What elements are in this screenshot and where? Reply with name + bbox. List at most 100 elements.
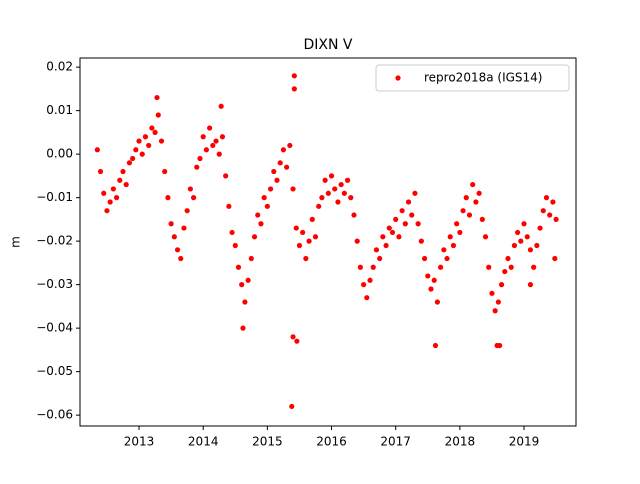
data-point	[344, 177, 351, 183]
y-tick-label: 0.00	[46, 147, 73, 161]
x-tick-label: 2019	[509, 435, 540, 449]
y-tick-label: 0.02	[46, 60, 73, 74]
data-point	[200, 134, 206, 140]
data-point	[251, 234, 258, 240]
data-point	[133, 147, 139, 153]
legend-label: repro2018a (IGS14)	[424, 71, 542, 85]
data-point	[444, 255, 450, 262]
data-point	[447, 234, 453, 240]
data-point	[203, 147, 210, 153]
data-point	[348, 195, 354, 201]
data-point	[489, 290, 495, 296]
data-point	[139, 151, 145, 157]
data-point	[149, 125, 155, 131]
data-point	[190, 195, 197, 201]
legend-box	[375, 64, 570, 92]
data-point	[258, 221, 264, 227]
data-point	[123, 181, 129, 188]
data-point	[284, 164, 290, 170]
y-tick-label: −0.02	[36, 234, 73, 248]
data-point	[434, 299, 441, 305]
data-point	[294, 338, 300, 344]
data-point	[511, 242, 518, 249]
data-point	[277, 160, 283, 166]
data-point	[409, 212, 415, 218]
data-point	[373, 247, 380, 253]
data-point	[486, 264, 492, 270]
data-point	[335, 199, 341, 205]
data-point	[495, 299, 501, 305]
data-point	[418, 238, 424, 244]
data-point	[438, 264, 444, 270]
data-point	[154, 94, 160, 101]
data-point	[428, 286, 434, 292]
x-tick-label: 2018	[445, 435, 476, 449]
data-point	[239, 282, 245, 288]
data-point	[361, 282, 367, 288]
data-point	[380, 234, 386, 240]
data-point	[248, 255, 254, 262]
data-point	[306, 238, 312, 244]
x-tick-label: 2013	[124, 435, 155, 449]
y-tick-label: −0.01	[36, 190, 73, 204]
data-point	[94, 147, 100, 153]
data-point	[543, 195, 550, 201]
data-point	[354, 238, 360, 244]
y-tick-label: 0.01	[46, 103, 73, 117]
data-point	[290, 334, 296, 340]
data-point	[296, 242, 303, 249]
data-point	[515, 229, 521, 236]
data-point	[421, 255, 428, 262]
data-point	[332, 186, 338, 192]
data-point	[290, 186, 296, 192]
y-tick-label: −0.05	[36, 364, 73, 378]
data-point	[223, 173, 229, 179]
data-point	[152, 129, 158, 135]
data-point	[497, 342, 503, 349]
data-point	[240, 325, 246, 331]
data-point	[97, 168, 104, 175]
data-point	[101, 190, 107, 196]
data-point	[547, 212, 553, 218]
data-point	[155, 112, 161, 118]
data-point	[402, 221, 408, 227]
legend-marker	[395, 75, 401, 81]
data-point	[303, 255, 309, 262]
data-point	[524, 234, 530, 240]
data-point	[291, 73, 297, 79]
data-point	[463, 195, 469, 201]
data-point	[117, 177, 123, 183]
x-tick-label: 2016	[316, 435, 347, 449]
data-point	[492, 308, 498, 314]
data-point	[207, 125, 213, 131]
data-point	[457, 229, 463, 236]
data-point	[322, 177, 328, 183]
data-point	[531, 264, 537, 270]
data-point	[527, 282, 534, 288]
data-point	[245, 277, 251, 283]
data-point	[518, 238, 524, 244]
data-point	[181, 225, 187, 231]
data-point	[508, 264, 514, 270]
data-point	[229, 229, 235, 236]
data-point	[432, 342, 439, 349]
data-point	[441, 247, 447, 253]
data-point	[171, 234, 177, 240]
data-point	[527, 247, 534, 253]
data-point	[162, 168, 168, 175]
data-point	[399, 208, 405, 214]
data-point	[142, 134, 149, 140]
data-point	[289, 403, 295, 410]
x-tick-label: 2014	[188, 435, 219, 449]
data-point	[316, 203, 322, 209]
data-point	[242, 299, 248, 305]
data-point	[184, 208, 190, 214]
data-point	[460, 208, 466, 214]
data-point	[136, 138, 142, 144]
data-point	[338, 181, 344, 188]
data-point	[425, 273, 431, 279]
data-point	[325, 190, 331, 196]
data-point	[415, 221, 421, 227]
data-point	[351, 212, 357, 218]
